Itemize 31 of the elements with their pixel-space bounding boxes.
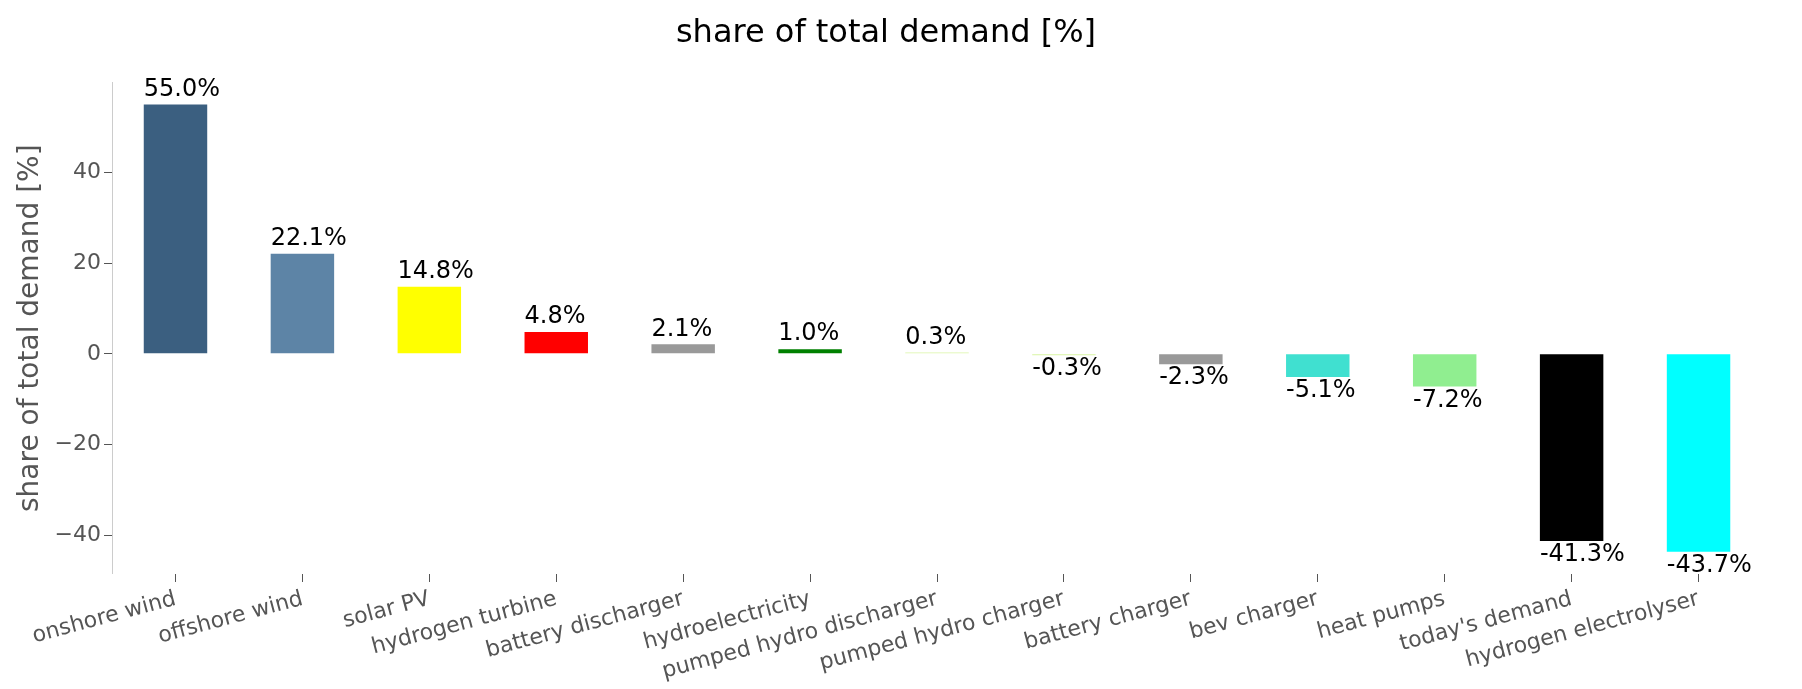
y-tick-label: 0	[87, 339, 102, 365]
y-tick-label: −40	[54, 520, 102, 546]
data-label: -2.3%	[1159, 362, 1229, 391]
data-label: 14.8%	[397, 255, 474, 284]
data-label: -5.1%	[1286, 375, 1356, 404]
bar	[143, 104, 208, 354]
bar	[1412, 354, 1477, 387]
y-tick-label: 20	[73, 248, 102, 274]
bar	[651, 344, 715, 354]
bar	[1286, 354, 1350, 377]
y-axis-title: share of total demand [%]	[12, 144, 46, 513]
data-label: 0.3%	[905, 321, 967, 350]
data-label: 22.1%	[270, 222, 347, 251]
y-tick-label: −20	[54, 430, 102, 456]
data-label: -0.3%	[1032, 353, 1102, 382]
data-label: 1.0%	[778, 318, 840, 347]
data-label: -7.2%	[1412, 384, 1483, 413]
bar	[1666, 354, 1731, 552]
bar	[397, 286, 462, 354]
data-label: -43.7%	[1666, 550, 1752, 579]
bar	[270, 253, 335, 354]
data-label: 55.0%	[143, 73, 221, 102]
y-tick-label: 40	[73, 158, 102, 184]
data-label: 2.1%	[651, 313, 713, 342]
bar	[1539, 354, 1604, 541]
chart-title: share of total demand [%]	[675, 11, 1097, 50]
bar	[524, 332, 588, 354]
data-label: -41.3%	[1539, 539, 1625, 568]
bar	[778, 349, 842, 354]
bar	[1159, 354, 1223, 365]
data-label: 4.8%	[524, 301, 586, 330]
